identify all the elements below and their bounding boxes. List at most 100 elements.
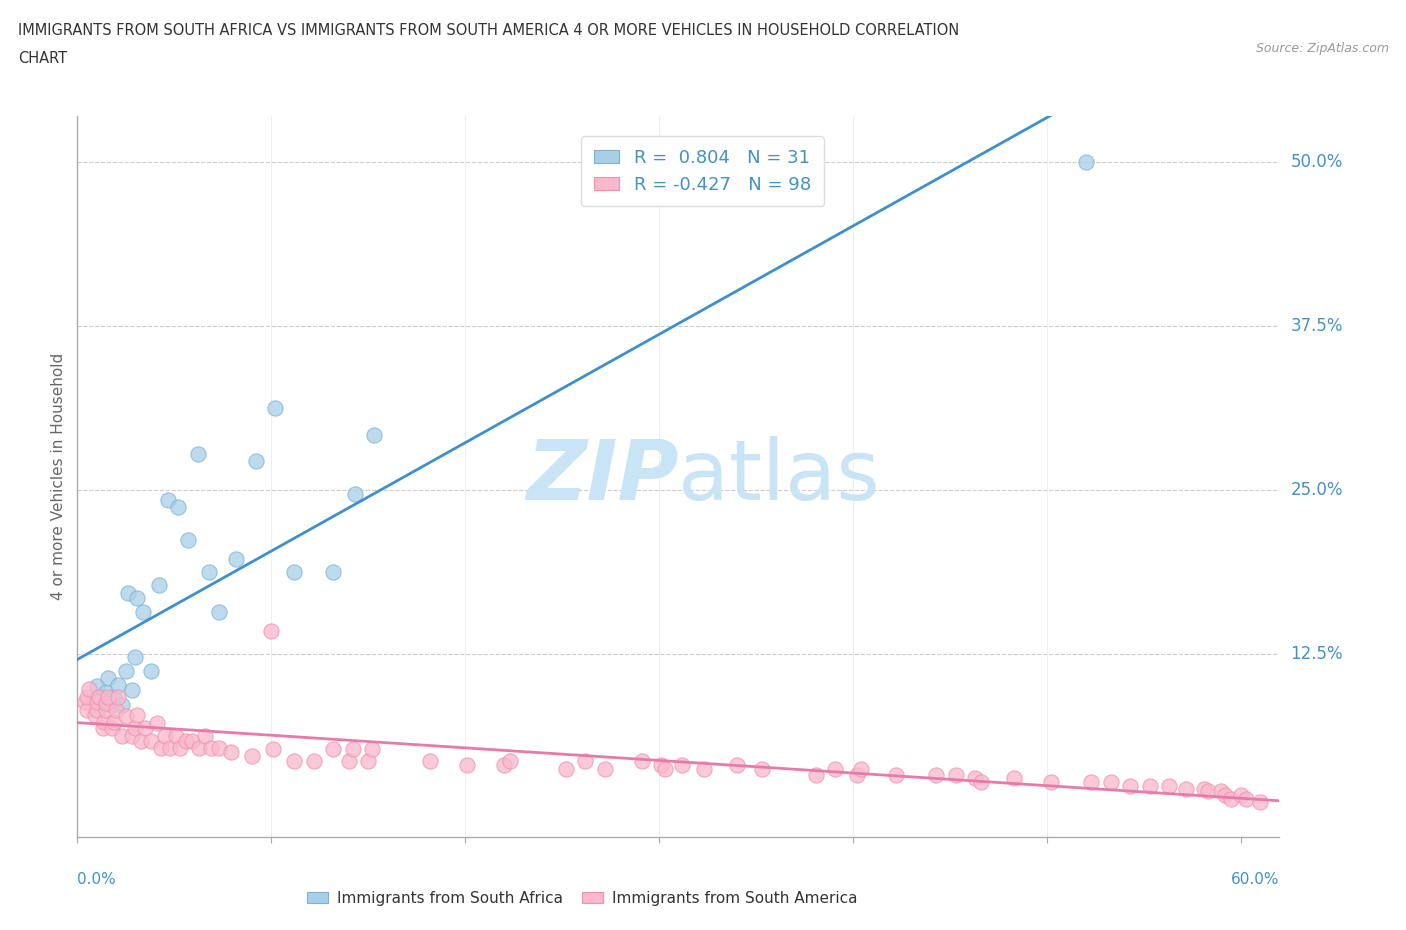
Point (208, 604, 231, 619)
Point (970, 775, 993, 790)
Point (1211, 784, 1233, 799)
Point (97, 671, 120, 686)
Point (499, 753, 522, 768)
Text: 37.5%: 37.5% (1291, 317, 1343, 335)
Point (262, 742, 284, 757)
Point (650, 757, 672, 772)
Point (884, 768, 907, 783)
Point (751, 762, 773, 777)
Point (107, 678, 129, 693)
Point (322, 742, 344, 757)
Legend: Immigrants from South Africa, Immigrants from South America: Immigrants from South Africa, Immigrants… (301, 885, 863, 912)
Point (76, 702, 98, 717)
Point (117, 586, 139, 601)
Point (361, 742, 384, 757)
Point (76, 689, 98, 704)
Point (456, 757, 478, 772)
Point (146, 715, 169, 730)
Point (1157, 778, 1180, 793)
Point (114, 663, 136, 678)
Point (114, 709, 136, 724)
Point (1229, 788, 1251, 803)
Point (240, 749, 263, 764)
Point (91, 698, 114, 712)
Text: 12.5%: 12.5% (1291, 644, 1343, 662)
Point (342, 742, 364, 757)
Point (845, 768, 868, 783)
Point (124, 721, 146, 736)
Point (1236, 791, 1258, 806)
Point (593, 762, 616, 777)
Point (75, 695, 97, 710)
Point (804, 768, 827, 783)
Point (101, 698, 124, 712)
Point (419, 753, 441, 768)
Point (245, 454, 267, 469)
Point (86, 679, 108, 694)
Point (492, 757, 515, 772)
Point (96, 696, 118, 711)
Point (105, 702, 128, 717)
Point (188, 740, 211, 755)
Point (824, 762, 846, 777)
Point (343, 486, 366, 501)
Text: 0.0%: 0.0% (77, 872, 117, 887)
Point (208, 740, 231, 755)
Point (337, 753, 360, 768)
Point (363, 427, 385, 442)
Point (1002, 771, 1025, 786)
Point (159, 740, 181, 755)
Point (139, 734, 162, 749)
Point (103, 714, 125, 729)
Point (283, 753, 305, 768)
Point (555, 762, 578, 777)
Point (692, 762, 714, 777)
Point (186, 447, 209, 462)
Point (103, 689, 125, 704)
Point (1074, 154, 1097, 169)
Text: ZIP: ZIP (526, 436, 679, 517)
Text: 25.0%: 25.0% (1291, 481, 1343, 498)
Point (127, 591, 149, 606)
Point (654, 762, 676, 777)
Point (165, 729, 187, 744)
Point (1197, 784, 1219, 799)
Point (139, 663, 162, 678)
Point (131, 734, 153, 749)
Point (149, 740, 172, 755)
Point (111, 729, 134, 744)
Point (97, 689, 120, 704)
Point (200, 740, 222, 755)
Point (1080, 775, 1102, 790)
Point (1220, 791, 1243, 806)
Point (963, 771, 986, 786)
Point (127, 708, 149, 723)
Point (153, 729, 176, 744)
Point (93, 714, 115, 729)
Point (1139, 778, 1161, 793)
Point (1039, 775, 1062, 790)
Point (219, 744, 242, 759)
Point (107, 689, 129, 704)
Point (91, 721, 114, 736)
Point (357, 753, 380, 768)
Point (132, 604, 155, 619)
Point (169, 740, 191, 755)
Point (322, 565, 344, 579)
Text: 60.0%: 60.0% (1232, 872, 1279, 887)
Point (725, 757, 748, 772)
Point (134, 721, 156, 736)
Point (96, 684, 118, 699)
Point (101, 721, 124, 736)
Point (925, 768, 948, 783)
Text: atlas: atlas (679, 436, 880, 517)
Point (574, 753, 596, 768)
Text: IMMIGRANTS FROM SOUTH AFRICA VS IMMIGRANTS FROM SOUTH AMERICA 4 OR MORE VEHICLES: IMMIGRANTS FROM SOUTH AFRICA VS IMMIGRAN… (18, 23, 959, 38)
Point (1213, 788, 1236, 803)
Point (198, 565, 221, 579)
Point (671, 757, 693, 772)
Point (283, 565, 305, 579)
Text: 50.0%: 50.0% (1291, 153, 1343, 171)
Y-axis label: 4 or more Vehicles in Household: 4 or more Vehicles in Household (51, 353, 66, 600)
Point (630, 753, 652, 768)
